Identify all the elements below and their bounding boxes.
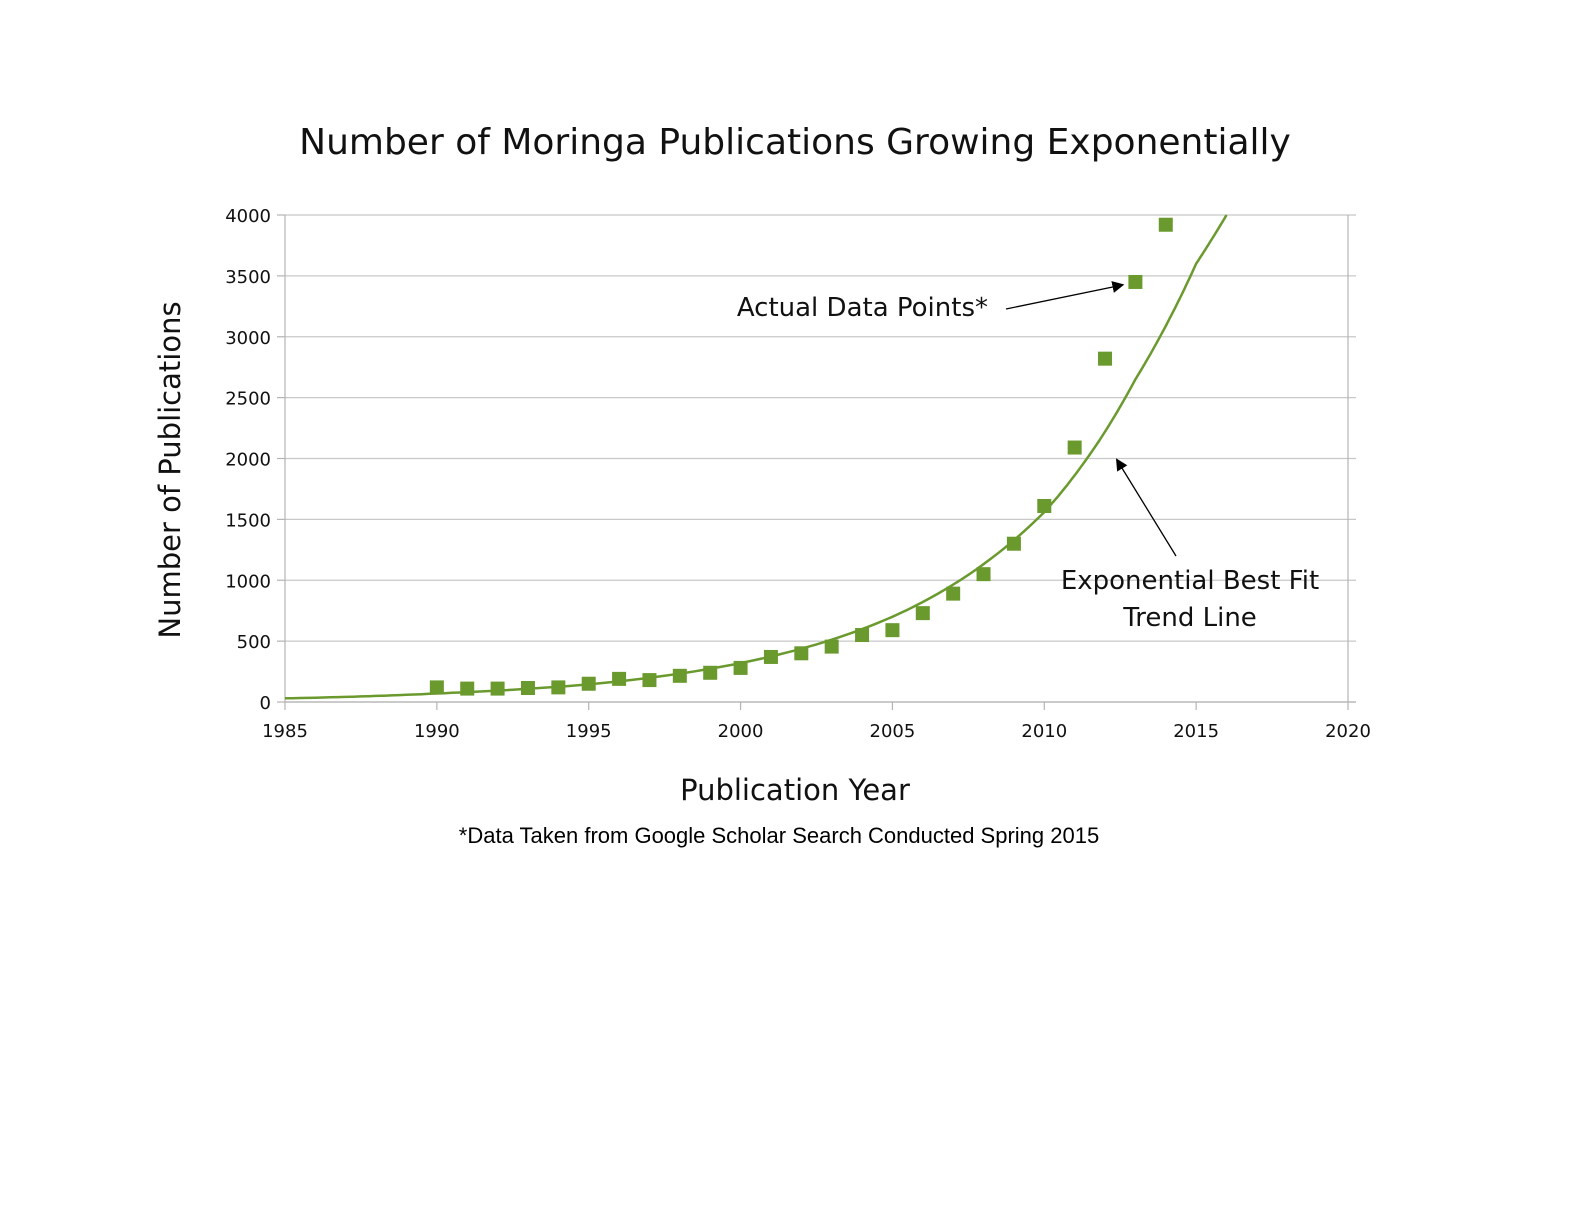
data-point [794, 646, 809, 661]
x-tick-label: 2015 [1173, 721, 1219, 742]
grid [285, 214, 1356, 703]
y-tick-label: 2000 [225, 450, 271, 471]
x-tick-label: 2005 [870, 721, 916, 742]
data-points [429, 217, 1173, 696]
x-tick-label: 2020 [1325, 721, 1371, 742]
data-point [703, 665, 718, 680]
footnote: *Data Taken from Google Scholar Search C… [459, 823, 1099, 848]
data-point [1037, 498, 1052, 513]
x-axis-label: Publication Year [680, 773, 910, 807]
data-point [612, 671, 627, 686]
arrow-trend-line [1115, 458, 1177, 557]
data-point [551, 680, 566, 695]
data-point [1128, 274, 1143, 289]
x-tick-label: 2000 [718, 721, 764, 742]
data-point [1006, 536, 1021, 551]
x-tick-label: 1990 [414, 721, 460, 742]
y-tick-label: 3000 [225, 328, 271, 349]
annotation-trend-line-line2: Trend Line [1122, 603, 1257, 633]
data-point [1067, 440, 1082, 455]
y-tick-label: 1000 [225, 571, 271, 592]
x-ticks: 1985 1990 1995 2000 2005 2010 2015 2020 [262, 702, 1371, 742]
data-point [642, 673, 657, 688]
data-point [1098, 351, 1113, 366]
data-point [520, 680, 535, 695]
x-tick-label: 1985 [262, 721, 308, 742]
arrow-actual-data-points [1005, 281, 1125, 310]
data-point [763, 649, 778, 664]
data-point [733, 660, 748, 675]
data-point [946, 586, 961, 601]
x-tick-label: 2010 [1021, 721, 1067, 742]
y-tick-label: 4000 [225, 206, 271, 227]
trend-line [284, 214, 1228, 700]
data-point [915, 606, 930, 621]
y-tick-label: 500 [237, 632, 271, 653]
data-point [885, 623, 900, 638]
y-tick-label: 0 [260, 693, 271, 714]
data-point [855, 628, 870, 643]
y-axis-label: Number of Publications [153, 301, 187, 638]
data-point [1158, 217, 1173, 232]
data-point [976, 567, 991, 582]
data-point [429, 680, 444, 695]
y-tick-label: 2500 [225, 389, 271, 410]
data-point [460, 681, 475, 696]
y-ticks: 0 500 1000 1500 2000 2500 3000 3500 4000 [225, 206, 285, 714]
data-point [581, 676, 596, 691]
data-point [672, 668, 687, 683]
annotation-trend-line-line1: Exponential Best Fit [1061, 566, 1319, 596]
x-tick-label: 1995 [566, 721, 612, 742]
chart-title: Number of Moringa Publications Growing E… [299, 122, 1291, 163]
data-point [824, 639, 839, 654]
data-point [490, 681, 505, 696]
y-tick-label: 3500 [225, 267, 271, 288]
annotation-actual-data-points: Actual Data Points* [737, 293, 988, 323]
y-tick-label: 1500 [225, 510, 271, 531]
